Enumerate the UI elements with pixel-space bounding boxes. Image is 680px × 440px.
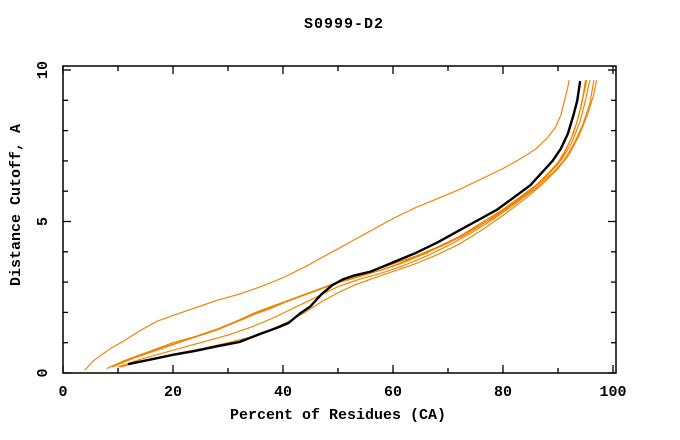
curves <box>84 80 598 371</box>
curve-orange-outlier <box>84 80 570 371</box>
x-tick-label: 40 <box>274 384 292 401</box>
curve-black-reference <box>127 80 582 366</box>
x-tick-label: 20 <box>164 384 182 401</box>
x-axis-label: Percent of Residues (CA) <box>230 407 446 424</box>
curve-orange-2 <box>106 80 587 370</box>
curve-orange-6 <box>109 80 588 368</box>
curve-orange-4 <box>117 80 595 368</box>
y-axis-label: Distance Cutoff, A <box>8 124 25 286</box>
curve-orange-5 <box>120 80 598 368</box>
chart-title: S0999-D2 <box>304 16 384 33</box>
y-tick-label: 5 <box>35 217 52 226</box>
curve-orange-3 <box>111 80 591 368</box>
x-tick-label: 60 <box>384 384 402 401</box>
x-tick-label: 0 <box>58 384 67 401</box>
frame-rect <box>62 65 617 374</box>
axis-tick-labels: 0 20 40 60 80 100 0 5 10 <box>35 61 627 401</box>
x-tick-label: 80 <box>494 384 512 401</box>
y-tick-label: 0 <box>35 368 52 377</box>
y-tick-label: 10 <box>35 61 52 79</box>
axis-ticks <box>62 66 616 374</box>
x-tick-label: 100 <box>599 384 626 401</box>
plot-frame <box>62 65 617 374</box>
